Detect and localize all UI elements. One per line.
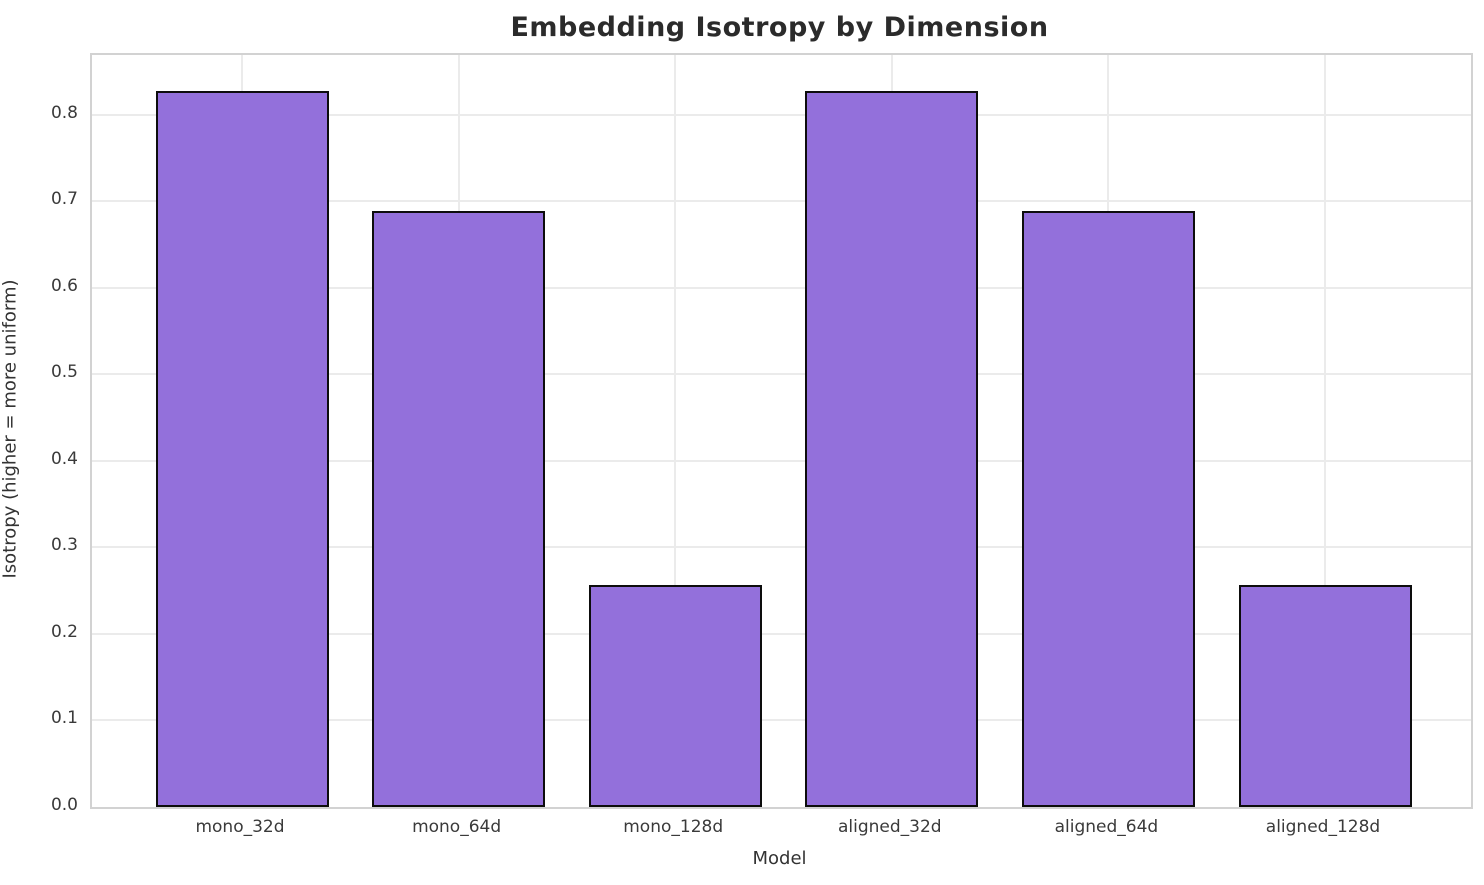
y-tick-label: 0.1	[50, 708, 78, 729]
bar-aligned_64d	[1021, 210, 1195, 807]
gridline-horizontal	[92, 200, 1471, 203]
bar-mono_128d	[588, 585, 762, 807]
bar-aligned_128d	[1238, 585, 1412, 807]
gridline-vertical	[674, 55, 677, 807]
bar-mono_32d	[155, 91, 329, 807]
gridline-horizontal	[92, 632, 1471, 635]
y-tick-label: 0.2	[50, 621, 78, 642]
y-tick-label: 0.7	[50, 189, 78, 210]
x-tick-label: aligned_128d	[1265, 817, 1381, 837]
bar-aligned_32d	[805, 91, 979, 807]
y-tick-label: 0.4	[50, 448, 78, 469]
x-tick-label: aligned_32d	[837, 817, 942, 837]
gridline-horizontal	[92, 546, 1471, 549]
x-tick-label: mono_64d	[412, 817, 502, 837]
gridline-vertical	[1324, 55, 1326, 807]
y-tick-label: 0.0	[50, 795, 78, 815]
gridline-horizontal	[92, 373, 1471, 376]
y-tick-label: 0.5	[50, 362, 78, 383]
x-axis-label: Model	[752, 848, 807, 869]
bar-mono_64d	[372, 210, 546, 807]
gridline-horizontal	[92, 459, 1471, 462]
y-axis-label: Isotropy (higher = more uniform)	[0, 279, 21, 579]
gridline-horizontal	[92, 286, 1471, 289]
y-tick-label: 0.6	[50, 275, 78, 296]
gridline-horizontal	[92, 113, 1471, 116]
chart-title: Embedding Isotropy by Dimension	[510, 12, 1049, 43]
y-tick-label: 0.8	[50, 102, 78, 123]
plot-area	[90, 53, 1473, 809]
y-tick-label: 0.3	[50, 535, 78, 556]
x-tick-label: mono_32d	[195, 817, 285, 837]
gridline-horizontal	[92, 719, 1471, 722]
x-tick-label: aligned_64d	[1054, 817, 1159, 837]
x-tick-label: mono_128d	[623, 817, 724, 837]
